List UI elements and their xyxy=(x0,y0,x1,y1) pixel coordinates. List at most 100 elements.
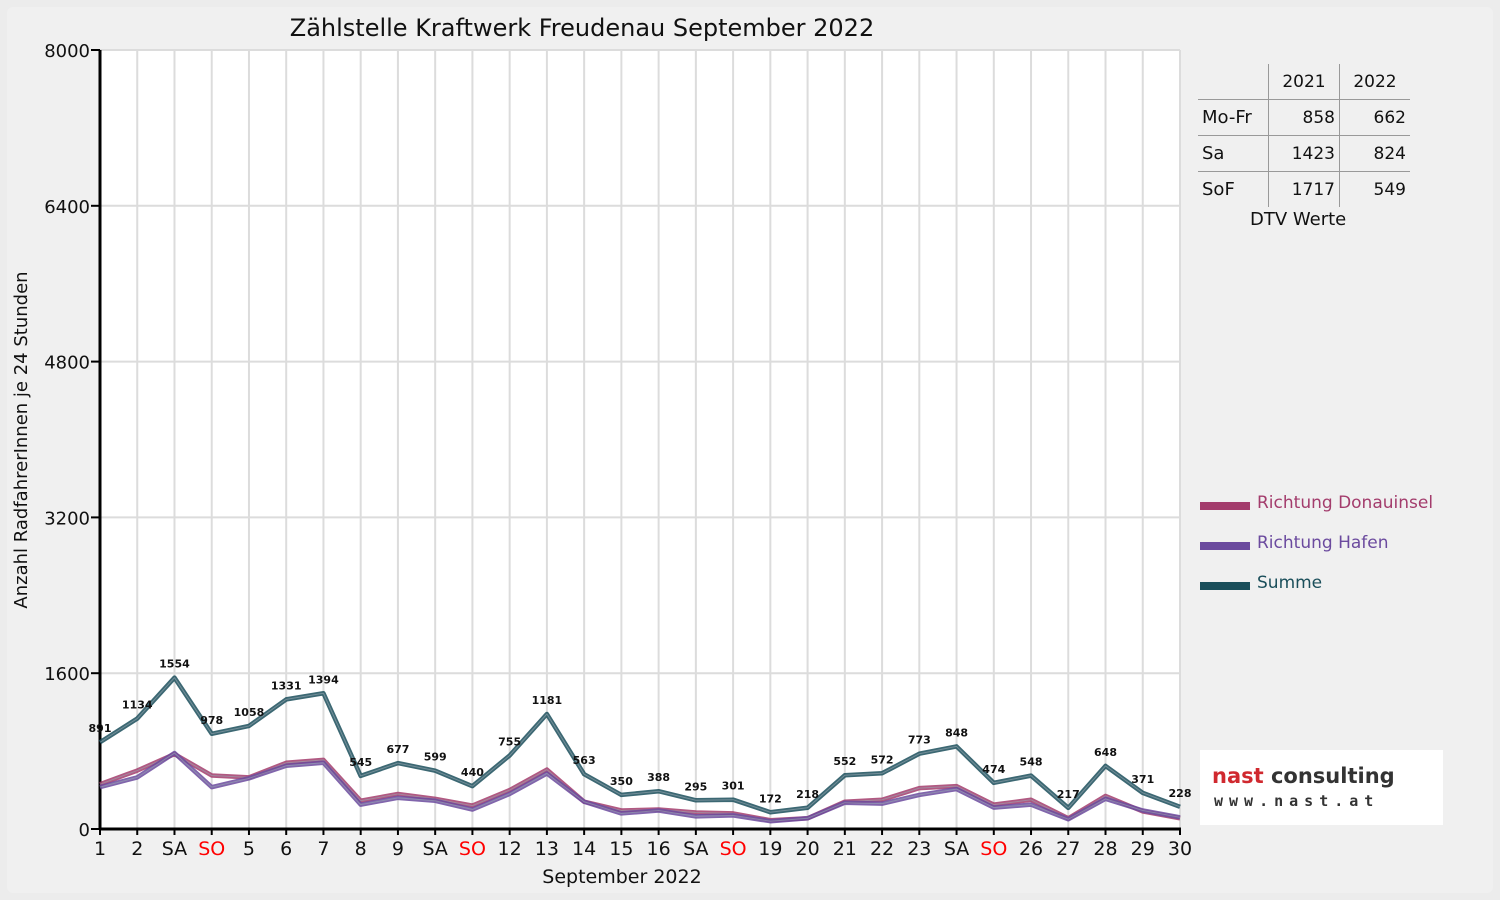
data-label: 755 xyxy=(498,735,521,748)
data-label: 552 xyxy=(833,755,856,768)
y-tick-label: 0 xyxy=(79,820,90,841)
x-tick-label: 22 xyxy=(870,838,894,860)
data-label: 1181 xyxy=(532,694,563,707)
logo-brand: nast consulting xyxy=(1212,764,1395,788)
dtv-row-sa: Sa 1423 824 xyxy=(1198,135,1410,172)
x-tick-label: 27 xyxy=(1056,838,1080,860)
data-label: 978 xyxy=(200,714,223,727)
legend-swatch xyxy=(1200,582,1250,590)
x-tick-label: 14 xyxy=(572,838,596,860)
dtv-row-label: Mo-Fr xyxy=(1198,99,1269,136)
x-tick-label: 29 xyxy=(1131,838,1155,860)
dtv-row-sof: SoF 1717 549 xyxy=(1198,171,1410,207)
x-tick-label: 15 xyxy=(609,838,633,860)
x-tick-label: 9 xyxy=(392,838,404,860)
x-tick-label: 5 xyxy=(243,838,255,860)
y-tick-label: 8000 xyxy=(44,41,90,62)
legend-swatch xyxy=(1200,502,1250,510)
x-tick-label: 7 xyxy=(317,838,329,860)
dtv-cell-2022: 824 xyxy=(1339,135,1410,172)
x-tick-label: SA xyxy=(162,838,187,860)
dtv-cell-2021: 1423 xyxy=(1268,135,1340,172)
data-label: 388 xyxy=(647,771,670,784)
chart-title: Zählstelle Kraftwerk Freudenau September… xyxy=(290,14,874,42)
x-tick-label: 2 xyxy=(131,838,143,860)
data-label: 350 xyxy=(610,775,633,788)
data-label: 648 xyxy=(1094,746,1117,759)
legend-label: Richtung Hafen xyxy=(1257,533,1389,553)
dtv-row-label: Sa xyxy=(1198,135,1269,172)
legend-label: Richtung Donauinsel xyxy=(1257,493,1434,513)
dtv-header-2022: 2022 xyxy=(1339,64,1410,100)
x-tick-label: 16 xyxy=(647,838,671,860)
plot-area xyxy=(100,50,1180,829)
logo-url: www.nast.at xyxy=(1214,792,1380,810)
dtv-cell-2021: 1717 xyxy=(1268,171,1340,207)
data-label: 1058 xyxy=(234,706,265,719)
data-label: 371 xyxy=(1131,773,1154,786)
dtv-caption: DTV Werte xyxy=(1250,209,1347,230)
y-tick-label: 4800 xyxy=(44,353,90,374)
x-tick-label: SO xyxy=(459,838,486,860)
x-tick-label: 8 xyxy=(355,838,367,860)
data-label: 572 xyxy=(871,753,894,766)
dtv-header-2021: 2021 xyxy=(1268,64,1340,100)
data-label: 891 xyxy=(89,722,112,735)
data-label: 301 xyxy=(722,780,745,793)
x-tick-label: 19 xyxy=(758,838,782,860)
x-tick-label: 1 xyxy=(94,838,106,860)
data-label: 599 xyxy=(424,751,447,764)
legend-swatch xyxy=(1200,542,1250,550)
x-tick-label: 26 xyxy=(1019,838,1043,860)
dtv-corner xyxy=(1198,64,1269,100)
data-label: 548 xyxy=(1020,756,1043,769)
logo-brand-part: nast xyxy=(1212,764,1264,788)
x-tick-label: 20 xyxy=(795,838,819,860)
x-tick-label: SO xyxy=(720,838,747,860)
data-label: 677 xyxy=(386,743,409,756)
data-label: 440 xyxy=(461,766,484,779)
x-tick-label: 21 xyxy=(833,838,857,860)
y-tick-label: 3200 xyxy=(44,508,90,529)
x-axis-title: September 2022 xyxy=(542,866,701,888)
data-label: 545 xyxy=(349,756,372,769)
x-tick-label: SO xyxy=(198,838,225,860)
data-label: 1331 xyxy=(271,679,302,692)
legend-label: Summe xyxy=(1257,573,1323,593)
data-label: 474 xyxy=(982,763,1005,776)
data-label: 228 xyxy=(1169,787,1192,800)
y-tick-label: 6400 xyxy=(44,197,90,218)
data-label: 295 xyxy=(684,780,707,793)
data-label: 1394 xyxy=(308,673,339,686)
y-axis-title: Anzahl RadfahrerInnen je 24 Stunden xyxy=(11,271,32,608)
data-label: 1554 xyxy=(159,658,190,671)
x-tick-label: SA xyxy=(422,838,447,860)
data-label: 217 xyxy=(1057,788,1080,801)
dtv-header-row: 2021 2022 xyxy=(1198,64,1410,100)
data-label: 172 xyxy=(759,792,782,805)
x-tick-label: 6 xyxy=(280,838,292,860)
x-tick-label: SO xyxy=(980,838,1007,860)
x-tick-label: SA xyxy=(683,838,708,860)
dtv-row-mo-fr: Mo-Fr 858 662 xyxy=(1198,99,1410,136)
dtv-cell-2022: 662 xyxy=(1339,99,1410,136)
series-lines xyxy=(98,675,1181,824)
data-label: 563 xyxy=(573,754,596,767)
data-label: 773 xyxy=(908,734,931,747)
data-label: 218 xyxy=(796,788,819,801)
logo-brand-part: consulting xyxy=(1263,764,1395,788)
company-logo: nast consulting www.nast.at xyxy=(1200,750,1443,825)
grid xyxy=(99,49,1181,830)
dtv-table: 2021 2022 Mo-Fr 858 662 Sa 1423 824 SoF … xyxy=(1198,64,1410,207)
x-tick-label: 13 xyxy=(535,838,559,860)
data-label: 848 xyxy=(945,726,968,739)
data-labels: 891 1134 1554 978 1058 1331 1394 545 677 599 440 75… xyxy=(89,658,1192,806)
dtv-cell-2022: 549 xyxy=(1339,171,1410,207)
x-tick-label: 12 xyxy=(498,838,522,860)
x-tick-label: 23 xyxy=(907,838,931,860)
series-highlight xyxy=(99,677,1181,813)
x-tick-label: 28 xyxy=(1093,838,1117,860)
x-tick-label: SA xyxy=(944,838,969,860)
